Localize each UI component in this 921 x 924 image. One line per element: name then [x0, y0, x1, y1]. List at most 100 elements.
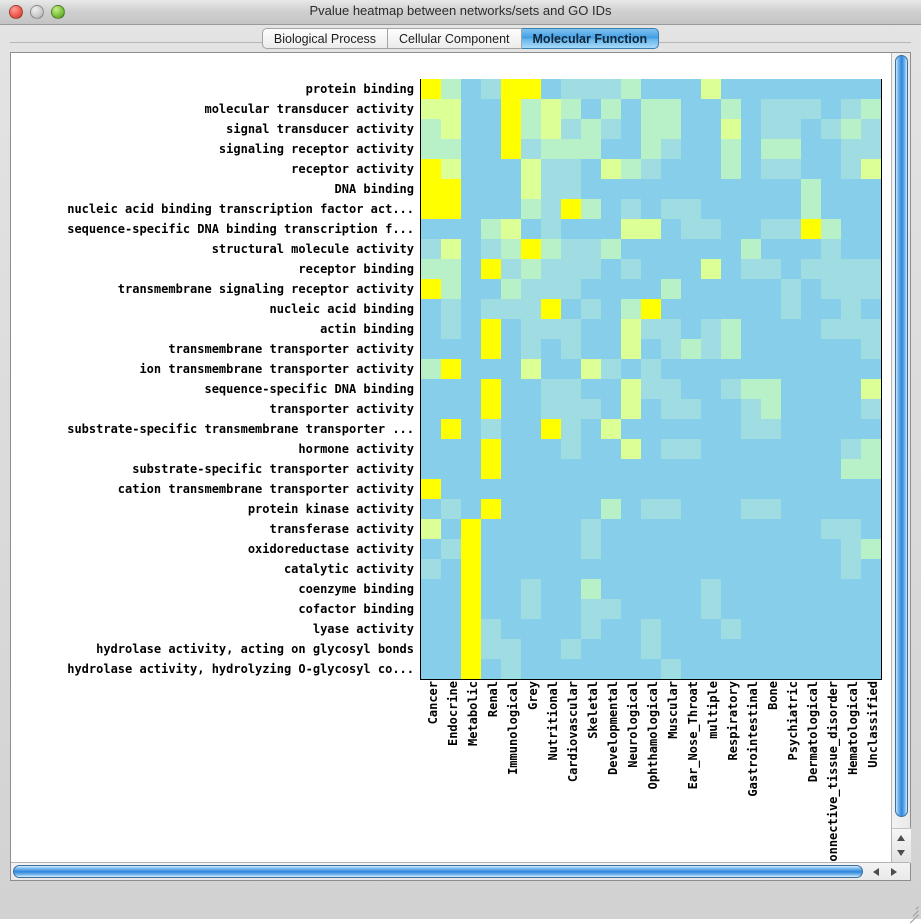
heatmap-cell[interactable] — [601, 419, 621, 439]
heatmap-cell[interactable] — [581, 499, 601, 519]
heatmap-cell[interactable] — [621, 279, 641, 299]
heatmap-cell[interactable] — [801, 619, 821, 639]
heatmap-cell[interactable] — [641, 359, 661, 379]
heatmap-cell[interactable] — [781, 239, 801, 259]
heatmap-cell[interactable] — [521, 599, 541, 619]
heatmap-cell[interactable] — [621, 659, 641, 679]
heatmap-cell[interactable] — [481, 299, 501, 319]
heatmap-cell[interactable] — [781, 659, 801, 679]
heatmap-cell[interactable] — [621, 619, 641, 639]
heatmap-cell[interactable] — [561, 359, 581, 379]
heatmap-cell[interactable] — [621, 339, 641, 359]
heatmap-cell[interactable] — [741, 519, 761, 539]
heatmap-cell[interactable] — [581, 119, 601, 139]
heatmap-cell[interactable] — [461, 419, 481, 439]
heatmap-cell[interactable] — [721, 579, 741, 599]
heatmap-cell[interactable] — [561, 79, 581, 99]
heatmap-cell[interactable] — [641, 499, 661, 519]
heatmap-cell[interactable] — [641, 119, 661, 139]
heatmap-cell[interactable] — [821, 319, 841, 339]
heatmap-cell[interactable] — [661, 359, 681, 379]
heatmap-cell[interactable] — [861, 339, 881, 359]
heatmap-cell[interactable] — [821, 99, 841, 119]
heatmap-cell[interactable] — [481, 479, 501, 499]
vertical-scrollbar[interactable] — [891, 53, 911, 863]
heatmap-cell[interactable] — [601, 599, 621, 619]
heatmap-cell[interactable] — [701, 319, 721, 339]
heatmap-cell[interactable] — [521, 299, 541, 319]
heatmap-cell[interactable] — [421, 519, 441, 539]
heatmap-cell[interactable] — [521, 179, 541, 199]
heatmap-cell[interactable] — [861, 219, 881, 239]
heatmap-cell[interactable] — [741, 579, 761, 599]
heatmap-cell[interactable] — [781, 399, 801, 419]
heatmap-cell[interactable] — [821, 179, 841, 199]
heatmap-cell[interactable] — [861, 199, 881, 219]
heatmap-cell[interactable] — [821, 139, 841, 159]
heatmap-cell[interactable] — [761, 419, 781, 439]
heatmap-cell[interactable] — [581, 259, 601, 279]
heatmap-cell[interactable] — [421, 439, 441, 459]
heatmap-cell[interactable] — [861, 639, 881, 659]
heatmap-cell[interactable] — [541, 359, 561, 379]
heatmap-cell[interactable] — [781, 259, 801, 279]
heatmap-cell[interactable] — [601, 99, 621, 119]
heatmap-cell[interactable] — [481, 339, 501, 359]
heatmap-cell[interactable] — [441, 219, 461, 239]
heatmap-cell[interactable] — [521, 499, 541, 519]
heatmap-cell[interactable] — [481, 119, 501, 139]
heatmap-cell[interactable] — [481, 79, 501, 99]
heatmap-cell[interactable] — [821, 259, 841, 279]
heatmap-cell[interactable] — [501, 559, 521, 579]
heatmap-cell[interactable] — [641, 179, 661, 199]
heatmap-cell[interactable] — [501, 479, 521, 499]
heatmap-cell[interactable] — [481, 219, 501, 239]
heatmap-cell[interactable] — [461, 659, 481, 679]
heatmap-cell[interactable] — [821, 619, 841, 639]
heatmap-cell[interactable] — [621, 259, 641, 279]
heatmap-cell[interactable] — [701, 459, 721, 479]
heatmap-cell[interactable] — [661, 459, 681, 479]
heatmap-cell[interactable] — [841, 599, 861, 619]
heatmap-cell[interactable] — [441, 239, 461, 259]
heatmap-cell[interactable] — [561, 159, 581, 179]
heatmap-cell[interactable] — [741, 259, 761, 279]
heatmap-cell[interactable] — [701, 499, 721, 519]
heatmap-cell[interactable] — [681, 179, 701, 199]
heatmap-cell[interactable] — [561, 439, 581, 459]
heatmap-cell[interactable] — [741, 179, 761, 199]
heatmap-cell[interactable] — [441, 159, 461, 179]
heatmap-cell[interactable] — [681, 459, 701, 479]
heatmap-cell[interactable] — [781, 599, 801, 619]
heatmap-cell[interactable] — [681, 239, 701, 259]
heatmap-cell[interactable] — [441, 599, 461, 619]
heatmap-cell[interactable] — [781, 139, 801, 159]
heatmap-cell[interactable] — [521, 159, 541, 179]
heatmap-cell[interactable] — [661, 559, 681, 579]
heatmap-cell[interactable] — [721, 539, 741, 559]
heatmap-cell[interactable] — [421, 319, 441, 339]
heatmap-cell[interactable] — [541, 519, 561, 539]
heatmap-cell[interactable] — [601, 159, 621, 179]
heatmap-cell[interactable] — [821, 479, 841, 499]
heatmap-cell[interactable] — [781, 299, 801, 319]
heatmap-cell[interactable] — [821, 219, 841, 239]
heatmap-cell[interactable] — [741, 199, 761, 219]
heatmap-cell[interactable] — [841, 399, 861, 419]
heatmap-cell[interactable] — [441, 659, 461, 679]
heatmap-cell[interactable] — [501, 279, 521, 299]
heatmap-cell[interactable] — [621, 579, 641, 599]
heatmap-cell[interactable] — [721, 459, 741, 479]
heatmap-cell[interactable] — [721, 99, 741, 119]
heatmap-cell[interactable] — [421, 79, 441, 99]
heatmap-cell[interactable] — [821, 659, 841, 679]
heatmap-cell[interactable] — [661, 159, 681, 179]
heatmap-cell[interactable] — [461, 379, 481, 399]
heatmap-cell[interactable] — [601, 459, 621, 479]
heatmap-cell[interactable] — [621, 199, 641, 219]
heatmap-cell[interactable] — [581, 459, 601, 479]
heatmap-cell[interactable] — [861, 399, 881, 419]
heatmap-cell[interactable] — [481, 399, 501, 419]
heatmap-cell[interactable] — [721, 179, 741, 199]
heatmap-cell[interactable] — [641, 419, 661, 439]
